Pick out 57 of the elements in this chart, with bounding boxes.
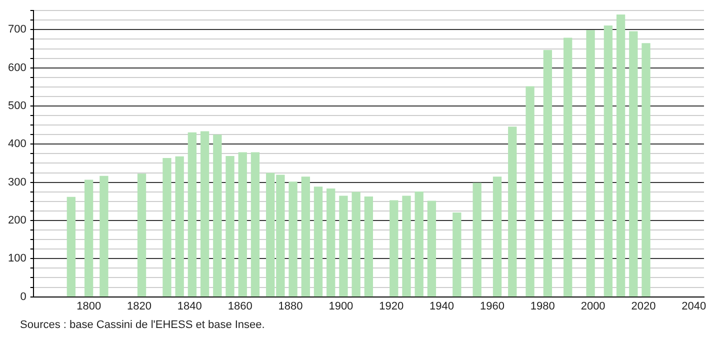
- bar: [452, 212, 462, 297]
- x-tick-label: 1820: [127, 300, 152, 312]
- bar: [352, 192, 360, 297]
- y-tick-label: 0: [20, 290, 26, 303]
- x-tick-label: 2040: [682, 300, 706, 312]
- bar: [226, 156, 234, 297]
- bar: [526, 86, 534, 297]
- bar: [616, 14, 626, 297]
- bar: [508, 126, 517, 297]
- bar: [642, 43, 650, 297]
- x-tick-label: 1980: [530, 300, 555, 312]
- source-note: Sources : base Cassini de l'EHESS et base Insee.: [20, 319, 265, 331]
- bar: [472, 182, 482, 297]
- y-tick-label: 100: [8, 252, 26, 265]
- bar: [604, 26, 613, 297]
- bar: [314, 186, 323, 297]
- x-tick-label: 1940: [430, 300, 454, 312]
- y-tick-label: 300: [8, 176, 26, 188]
- bar: [84, 180, 94, 297]
- bar: [66, 196, 76, 297]
- bar: [402, 196, 411, 297]
- x-tick-label: 2020: [631, 300, 656, 312]
- x-tick-label: 1900: [328, 300, 354, 312]
- x-tick-label: 1960: [480, 300, 504, 312]
- x-tick-label: 2000: [580, 300, 606, 312]
- bar: [250, 152, 260, 297]
- bar: [175, 156, 184, 297]
- bar: [543, 50, 552, 297]
- x-tick-label: 1860: [228, 300, 252, 312]
- y-tick-label: 500: [8, 100, 26, 112]
- bar: [301, 176, 310, 297]
- bar: [100, 176, 108, 297]
- x-tick-label: 1800: [76, 300, 102, 312]
- bar: [414, 192, 424, 297]
- y-tick-label: 600: [8, 62, 26, 74]
- bar: [162, 158, 172, 297]
- bar: [200, 131, 210, 297]
- bar: [564, 38, 572, 297]
- bar: [586, 30, 595, 297]
- bar: [364, 196, 374, 297]
- bar: [137, 174, 146, 297]
- y-tick-label: 400: [8, 138, 26, 150]
- bar: [427, 200, 436, 297]
- bar: [213, 134, 222, 297]
- y-tick-label: 200: [8, 214, 26, 227]
- bar: [492, 176, 502, 297]
- bar: [390, 200, 398, 297]
- bar: [188, 132, 197, 297]
- bar: [339, 196, 348, 297]
- bar: [629, 31, 638, 297]
- bar: [288, 182, 298, 297]
- x-tick-label: 1880: [278, 300, 303, 312]
- bar: [326, 188, 336, 297]
- x-tick-label: 1840: [177, 300, 202, 312]
- x-tick-label: 1920: [379, 300, 404, 312]
- bar: [238, 152, 247, 297]
- y-tick-label: 700: [8, 24, 26, 36]
